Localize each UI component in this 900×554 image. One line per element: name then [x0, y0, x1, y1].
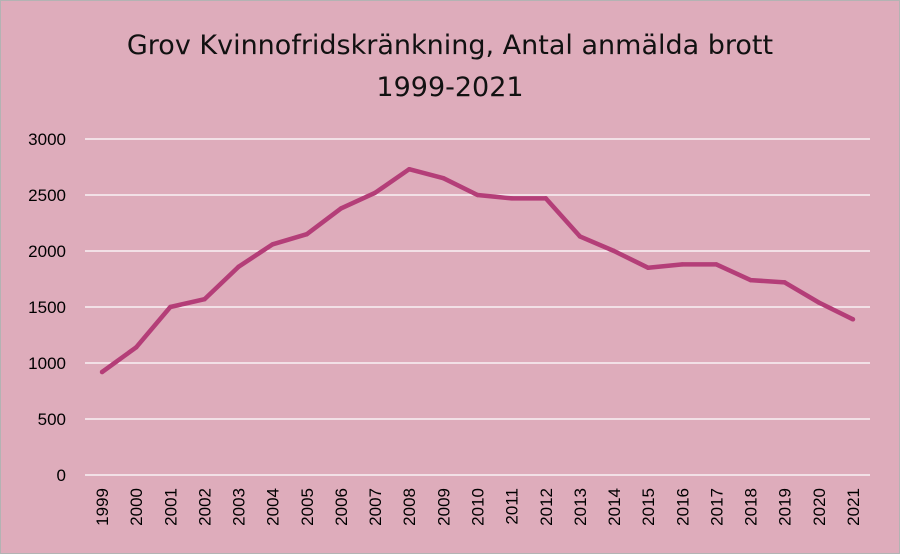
data-point: [168, 304, 173, 310]
data-point: [236, 264, 241, 269]
x-tick-label: 2000: [127, 488, 146, 526]
x-tick-label: 2018: [742, 488, 761, 526]
data-point: [99, 369, 105, 375]
chart-title: Grov Kvinnofridskränkning, Antal anmälda…: [126, 30, 774, 61]
data-point: [407, 167, 412, 172]
y-tick-label: 0: [57, 466, 66, 485]
x-tick-label: 2008: [400, 488, 419, 526]
data-point: [782, 280, 787, 285]
x-tick-label: 2015: [639, 488, 658, 526]
x-tick-label: 2014: [605, 488, 624, 526]
x-tick-label: 2001: [161, 488, 180, 526]
data-point: [850, 317, 856, 322]
x-tick-label: 2013: [571, 488, 590, 526]
y-tick-label: 1500: [28, 298, 66, 317]
data-point: [509, 196, 514, 201]
data-point: [816, 300, 822, 305]
series-line: [99, 166, 856, 375]
y-tick-label: 2000: [28, 242, 66, 261]
data-point: [270, 242, 275, 247]
y-tick-label: 3000: [28, 130, 66, 149]
data-point: [304, 232, 310, 237]
x-tick-label: 2002: [195, 488, 214, 526]
x-tick-label: 2009: [434, 488, 453, 526]
series-layer: [99, 166, 856, 375]
x-tick-label: 2003: [230, 488, 249, 526]
data-point: [543, 196, 548, 201]
x-tick-label: 2004: [264, 488, 283, 526]
x-tick-label: 2017: [707, 488, 726, 526]
x-tick-label: 1999: [93, 488, 112, 526]
x-tick-label: 2019: [776, 488, 795, 526]
y-axis-ticks: 0 500 1000 1500 2000 2500 3000: [28, 130, 66, 485]
x-tick-label: 2006: [332, 488, 351, 526]
x-tick-label: 2007: [366, 488, 385, 526]
data-point: [645, 265, 651, 270]
data-point: [611, 248, 617, 254]
x-tick-label: 2005: [298, 488, 317, 526]
data-point: [577, 234, 583, 239]
x-tick-label: 2010: [469, 488, 488, 526]
x-tick-label: 2011: [503, 488, 522, 525]
data-point: [338, 206, 344, 211]
data-point: [680, 262, 685, 267]
y-tick-label: 2500: [28, 186, 66, 205]
data-point: [748, 277, 753, 283]
data-point: [714, 262, 719, 267]
x-tick-label: 2021: [844, 488, 863, 526]
gridlines: [85, 138, 870, 476]
data-point: [133, 345, 139, 350]
y-tick-label: 500: [38, 410, 66, 429]
data-point: [441, 176, 446, 181]
x-tick-label: 2016: [673, 488, 692, 526]
y-tick-label: 1000: [28, 354, 66, 373]
chart-subtitle: 1999-2021: [376, 72, 524, 103]
x-tick-label: 2012: [537, 488, 556, 526]
data-point: [372, 190, 378, 195]
data-point: [202, 296, 207, 302]
x-tick-label: 2020: [810, 488, 829, 526]
data-point: [475, 192, 480, 198]
x-axis-ticks: 1999 2000 2001 2002 2003 2004 2005 2006 2007 2008…: [93, 488, 863, 526]
